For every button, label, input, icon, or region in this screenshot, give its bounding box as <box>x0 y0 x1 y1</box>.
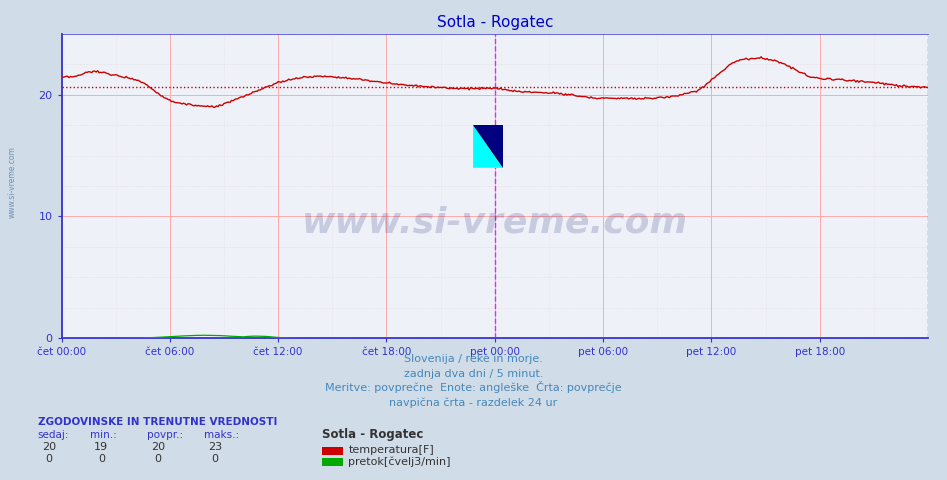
Text: Meritve: povprečne  Enote: angleške  Črta: povprečje: Meritve: povprečne Enote: angleške Črta:… <box>325 381 622 393</box>
Text: 0: 0 <box>45 454 53 464</box>
Text: temperatura[F]: temperatura[F] <box>348 445 435 455</box>
Text: www.si-vreme.com: www.si-vreme.com <box>8 146 17 218</box>
Text: sedaj:: sedaj: <box>38 430 69 440</box>
Text: 20: 20 <box>43 442 56 452</box>
Text: 20: 20 <box>152 442 165 452</box>
Text: min.:: min.: <box>90 430 116 440</box>
Text: navpična črta - razdelek 24 ur: navpična črta - razdelek 24 ur <box>389 397 558 408</box>
Polygon shape <box>474 125 503 168</box>
Polygon shape <box>474 125 503 168</box>
Text: Slovenija / reke in morje.: Slovenija / reke in morje. <box>404 354 543 364</box>
Text: pretok[čvelj3/min]: pretok[čvelj3/min] <box>348 456 451 467</box>
Text: maks.:: maks.: <box>204 430 239 440</box>
Text: www.si-vreme.com: www.si-vreme.com <box>302 205 688 240</box>
Bar <box>474 125 503 168</box>
Text: 19: 19 <box>95 442 108 452</box>
Text: Sotla - Rogatec: Sotla - Rogatec <box>322 428 423 441</box>
Text: 23: 23 <box>208 442 222 452</box>
Text: 0: 0 <box>211 454 219 464</box>
Text: povpr.:: povpr.: <box>147 430 183 440</box>
Text: 0: 0 <box>154 454 162 464</box>
Text: ZGODOVINSKE IN TRENUTNE VREDNOSTI: ZGODOVINSKE IN TRENUTNE VREDNOSTI <box>38 417 277 427</box>
Title: Sotla - Rogatec: Sotla - Rogatec <box>437 15 553 30</box>
Text: 0: 0 <box>98 454 105 464</box>
Text: zadnja dva dni / 5 minut.: zadnja dva dni / 5 minut. <box>403 369 544 379</box>
